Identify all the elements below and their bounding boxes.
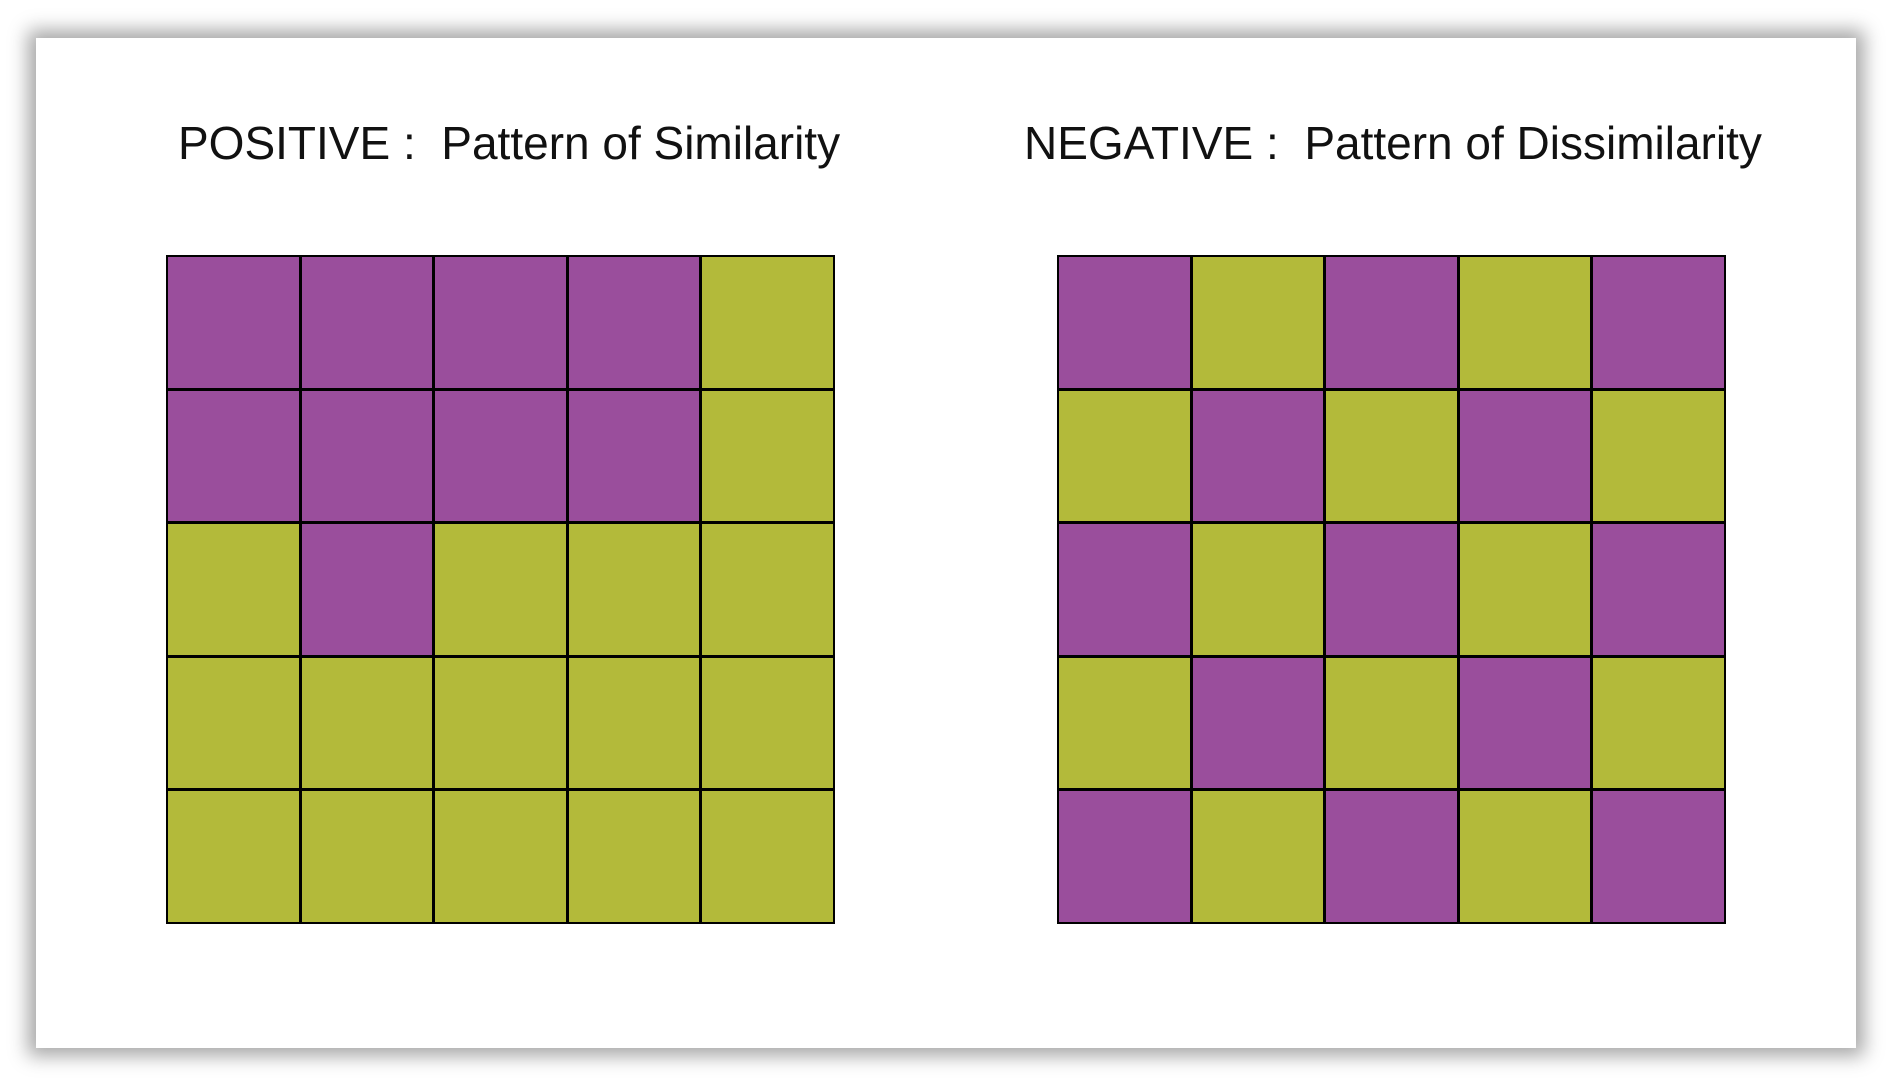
grid-cell-green (1459, 524, 1591, 655)
grid-cell-green (435, 657, 566, 789)
grid-cell-green (568, 524, 700, 655)
grid-cell-purple (435, 390, 566, 522)
grid-cell-green (168, 524, 299, 655)
grid-cell-purple (168, 257, 299, 388)
grid-cell-purple (1326, 791, 1457, 922)
grid-cell-purple (435, 257, 566, 388)
grid-cell-green (1593, 657, 1724, 789)
grid-cell-purple (1459, 657, 1591, 789)
grid-cell-purple (1326, 524, 1457, 655)
negative-pattern-grid (1057, 255, 1726, 924)
grid-cell-purple (1059, 524, 1190, 655)
grid-cell-purple (1593, 257, 1724, 388)
negative-panel-title: NEGATIVE : Pattern of Dissimilarity (1024, 117, 1762, 169)
grid-cell-green (1192, 791, 1324, 922)
grid-cell-purple (568, 257, 700, 388)
grid-cell-purple (1593, 524, 1724, 655)
grid-cell-green (1459, 791, 1591, 922)
grid-cell-green (1192, 257, 1324, 388)
grid-cell-purple (1059, 257, 1190, 388)
grid-cell-green (1326, 657, 1457, 789)
grid-cell-purple (1059, 791, 1190, 922)
positive-panel-title: POSITIVE : Pattern of Similarity (178, 117, 841, 169)
grid-cell-green (168, 657, 299, 789)
grid-cell-purple (301, 257, 433, 388)
grid-cell-green (1059, 390, 1190, 522)
grid-cell-green (1593, 390, 1724, 522)
grid-cell-green (168, 791, 299, 922)
grid-cell-purple (1192, 390, 1324, 522)
positive-pattern-grid (166, 255, 835, 924)
grid-cell-green (301, 657, 433, 789)
grid-cell-purple (1459, 390, 1591, 522)
grid-cell-green (435, 524, 566, 655)
grid-cell-green (301, 791, 433, 922)
grid-cell-green (1192, 524, 1324, 655)
grid-cell-purple (568, 390, 700, 522)
grid-cell-purple (301, 524, 433, 655)
grid-cell-purple (168, 390, 299, 522)
grid-cell-green (1059, 657, 1190, 789)
grid-cell-green (702, 791, 833, 922)
grid-cell-green (568, 657, 700, 789)
grid-cell-green (1459, 257, 1591, 388)
grid-cell-green (1326, 390, 1457, 522)
grid-cell-purple (1593, 791, 1724, 922)
grid-cell-green (568, 791, 700, 922)
grid-cell-purple (1326, 257, 1457, 388)
grid-cell-green (702, 390, 833, 522)
grid-cell-purple (1192, 657, 1324, 789)
grid-cell-purple (301, 390, 433, 522)
grid-cell-green (702, 524, 833, 655)
grid-cell-green (702, 657, 833, 789)
grid-cell-green (702, 257, 833, 388)
grid-cell-green (435, 791, 566, 922)
